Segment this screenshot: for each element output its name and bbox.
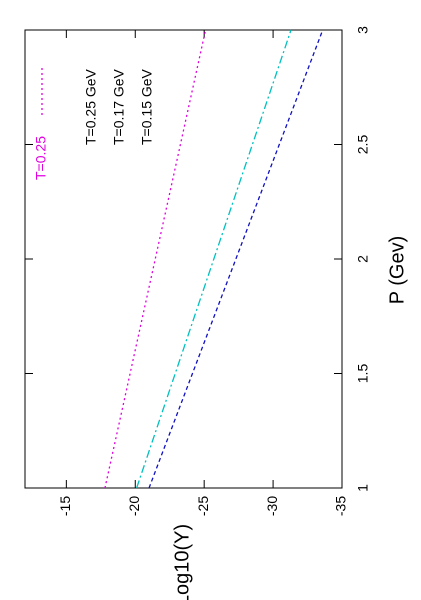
annotation: T=0.25 GeV xyxy=(83,68,99,145)
annotation: T=0.15 GeV xyxy=(139,68,155,145)
y-axis-title: Log10(Y) xyxy=(171,524,193,600)
series-line xyxy=(148,29,324,489)
annotation: T=0.17 GeV xyxy=(111,68,127,145)
x-tick-label: 3 xyxy=(355,26,371,34)
y-tick-label: -15 xyxy=(57,496,73,516)
legend-label: T=0.25 xyxy=(33,136,49,180)
y-tick-label: -30 xyxy=(264,496,280,516)
plot-frame xyxy=(24,29,343,489)
series-line xyxy=(104,29,207,489)
x-axis-title: P (Gev) xyxy=(386,236,408,305)
series-line xyxy=(136,29,292,489)
y-tick-label: -35 xyxy=(333,496,349,516)
x-tick-label: 1.5 xyxy=(355,364,371,384)
x-tick-label: 2 xyxy=(355,255,371,263)
y-tick-label: -25 xyxy=(195,496,211,516)
x-tick-label: 1 xyxy=(355,484,371,492)
y-tick-label: -20 xyxy=(126,496,142,516)
x-tick-label: 2.5 xyxy=(355,135,371,155)
